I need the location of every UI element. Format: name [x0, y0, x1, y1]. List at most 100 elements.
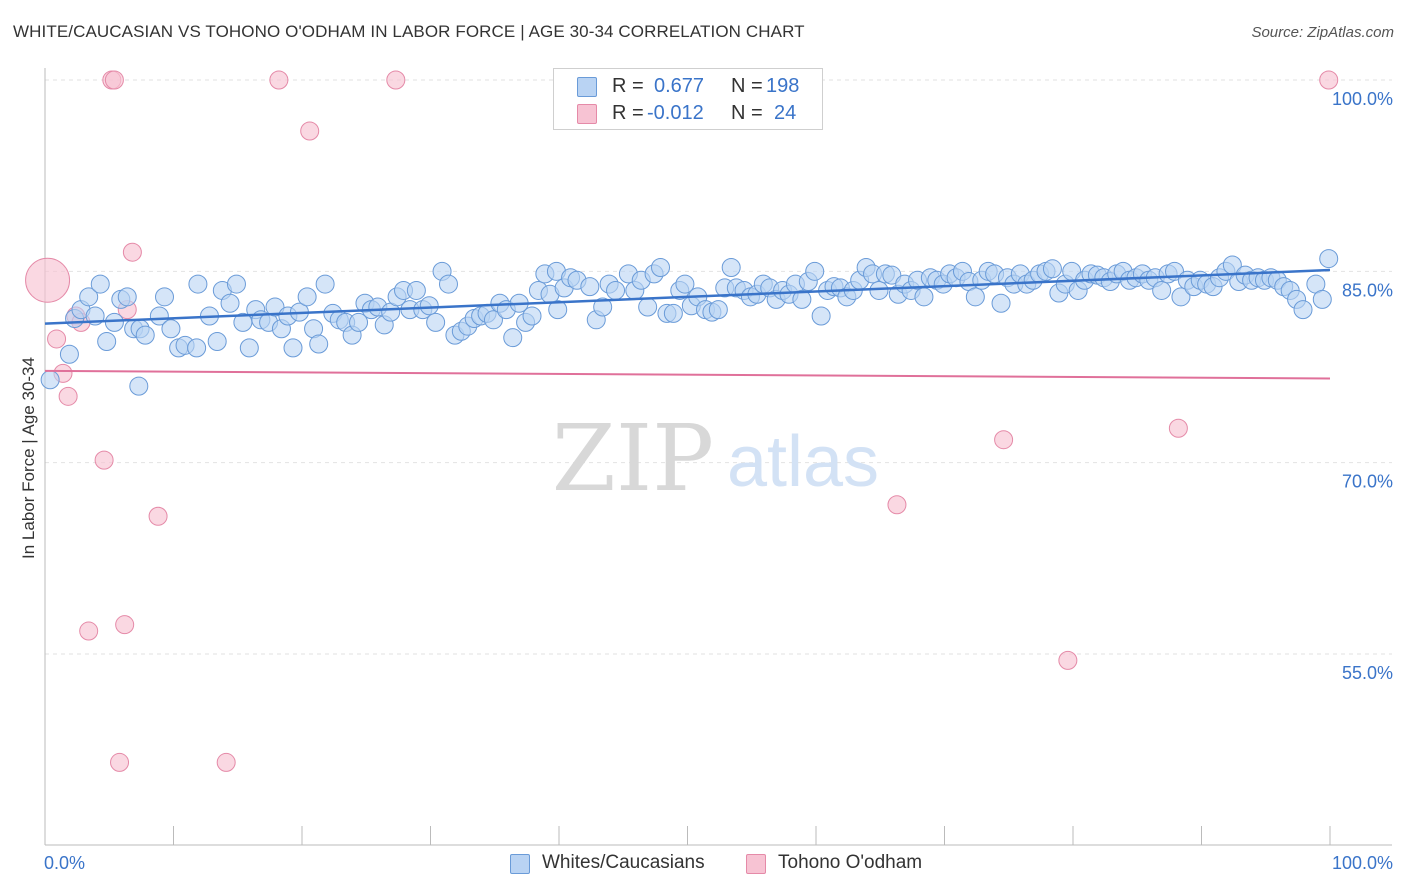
data-point-whites	[1293, 300, 1313, 320]
data-point-tohono	[994, 430, 1014, 450]
data-point-whites	[220, 293, 240, 313]
data-point-tohono	[386, 70, 406, 90]
data-point-whites	[104, 312, 124, 332]
data-point-tohono	[1058, 650, 1078, 670]
chart-title: WHITE/CAUCASIAN VS TOHONO O'ODHAM IN LAB…	[13, 22, 805, 41]
data-point-whites	[188, 274, 208, 294]
data-point-whites	[438, 274, 458, 294]
data-point-whites	[811, 306, 831, 326]
watermark-zip: ZIP	[552, 405, 714, 512]
data-point-whites	[503, 328, 523, 348]
y-tick-label: 70.0%	[1342, 472, 1393, 492]
data-point-tohono	[300, 121, 320, 141]
trendline-tohono	[44, 369, 1331, 380]
data-point-tohono	[47, 329, 67, 349]
data-point-whites	[805, 261, 825, 281]
x-tick-label-max: 100.0%	[1332, 853, 1393, 873]
data-point-whites	[483, 310, 503, 330]
x-tick-label-min: 0.0%	[44, 853, 85, 873]
series-whites	[40, 249, 1339, 396]
y-tick-label: 55.0%	[1342, 663, 1393, 683]
legend-swatch-tohono	[577, 104, 597, 124]
data-point-whites	[59, 344, 79, 364]
data-point-whites	[406, 280, 426, 300]
data-point-tohono	[104, 70, 124, 90]
data-point-whites	[580, 277, 600, 297]
data-point-whites	[638, 297, 658, 317]
data-point-whites	[161, 319, 181, 339]
data-point-whites	[226, 274, 246, 294]
bottom-swatch-whites	[510, 854, 530, 874]
data-point-whites	[149, 306, 169, 326]
axes	[44, 68, 1392, 846]
data-point-whites	[1171, 287, 1191, 307]
data-point-whites	[708, 300, 728, 320]
data-point-whites	[663, 303, 683, 323]
data-point-whites	[40, 370, 60, 390]
data-point-whites	[135, 325, 155, 345]
n-value-whites: 198	[766, 75, 800, 97]
r-value-whites: 0.677	[654, 75, 705, 97]
data-point-whites	[991, 293, 1011, 313]
legend-row-tohono: R = -0.012 N = 24	[554, 101, 822, 127]
y-tick-label: 100.0%	[1332, 89, 1393, 109]
n-label: N =	[731, 102, 763, 124]
bottom-swatch-tohono	[746, 854, 766, 874]
series-tohono	[25, 70, 1339, 772]
data-point-whites	[593, 297, 613, 317]
data-point-whites	[187, 338, 207, 358]
data-point-whites	[1152, 280, 1172, 300]
data-point-tohono	[110, 752, 130, 772]
r-value-tohono: -0.012	[647, 102, 704, 124]
data-point-whites	[129, 376, 149, 396]
data-point-whites	[675, 274, 695, 294]
data-point-whites	[117, 287, 137, 307]
trendline-whites	[44, 268, 1331, 325]
data-point-whites	[1042, 259, 1062, 279]
data-point-whites	[522, 306, 542, 326]
data-point-tohono	[115, 615, 135, 635]
data-point-whites	[239, 338, 259, 358]
data-point-tohono	[148, 506, 168, 526]
data-point-tohono	[887, 495, 907, 515]
data-point-whites	[155, 287, 175, 307]
legend-swatch-whites	[577, 77, 597, 97]
data-point-whites	[548, 300, 568, 320]
data-point-whites	[792, 289, 812, 309]
data-point-whites	[965, 287, 985, 307]
data-point-whites	[309, 334, 329, 354]
legend-row-whites: R = 0.677 N = 198	[554, 74, 822, 100]
trendlines	[44, 268, 1331, 380]
data-point-whites	[914, 287, 934, 307]
data-point-whites	[297, 287, 317, 307]
data-point-whites	[606, 280, 626, 300]
r-label: R =	[612, 102, 644, 124]
n-value-tohono: 24	[774, 102, 797, 124]
data-point-whites	[349, 312, 369, 332]
data-point-whites	[721, 258, 741, 278]
data-point-tohono	[94, 450, 114, 470]
data-point-tohono	[25, 257, 71, 303]
bottom-label-tohono: Tohono O'odham	[778, 852, 923, 873]
data-point-tohono	[58, 386, 78, 406]
data-point-whites	[426, 312, 446, 332]
data-point-whites	[283, 338, 303, 358]
data-point-whites	[651, 258, 671, 278]
watermark-atlas: atlas	[727, 422, 879, 502]
data-point-tohono	[1319, 70, 1339, 90]
data-point-whites	[97, 331, 117, 351]
stats-legend: R = 0.677 N = 198 R = -0.012 N = 24	[553, 68, 823, 130]
data-point-whites	[207, 331, 227, 351]
data-point-whites	[90, 274, 110, 294]
data-point-whites	[79, 287, 99, 307]
data-point-whites	[419, 296, 439, 316]
data-point-tohono	[269, 70, 289, 90]
data-point-tohono	[1168, 418, 1188, 438]
data-point-whites	[1312, 289, 1332, 309]
x-tick-labels: 0.0% 100.0%	[44, 853, 1393, 873]
y-tick-labels: 55.0% 70.0% 85.0% 100.0%	[1332, 89, 1393, 683]
bottom-label-whites: Whites/Caucasians	[542, 852, 705, 873]
gridlines	[45, 79, 1392, 655]
data-point-whites	[315, 274, 335, 294]
